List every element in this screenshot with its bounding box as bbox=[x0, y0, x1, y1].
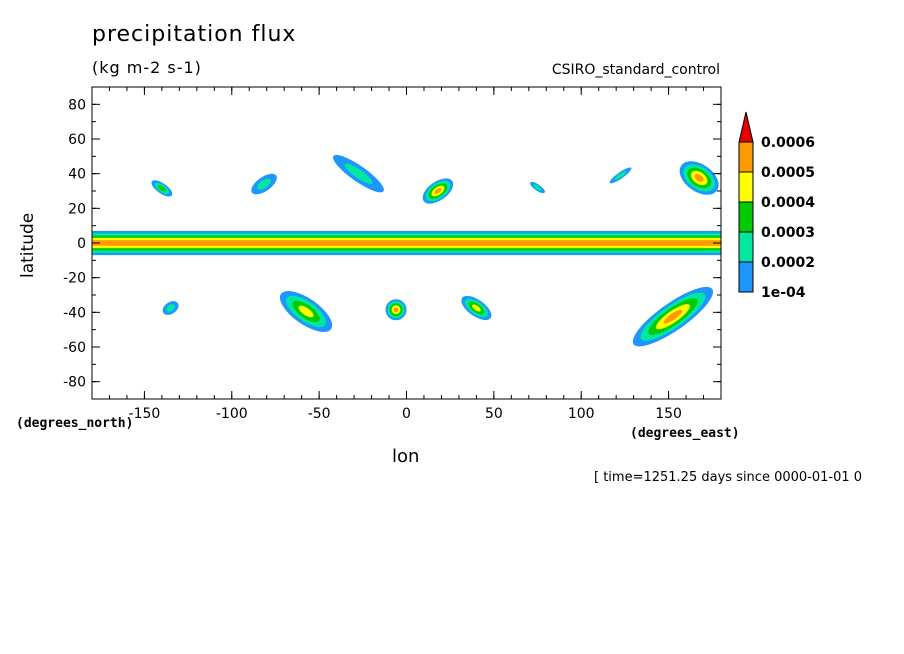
x-axis-label: lon bbox=[392, 446, 420, 467]
x-tick-label: 0 bbox=[402, 406, 411, 422]
colorbar-extend-arrow bbox=[738, 111, 754, 143]
y-tick-label: -60 bbox=[63, 340, 86, 356]
contour-region bbox=[614, 170, 627, 180]
y-tick-label: -20 bbox=[63, 271, 86, 287]
chart-units: (kg m-2 s-1) bbox=[92, 58, 202, 77]
contour-region bbox=[393, 307, 399, 313]
colorbar-label: 1e-04 bbox=[761, 285, 806, 301]
y-tick-label: 0 bbox=[77, 236, 86, 252]
contour-region bbox=[434, 188, 442, 194]
contour-region bbox=[298, 305, 314, 318]
y-tick-label: 80 bbox=[68, 97, 86, 113]
y-tick-label: 20 bbox=[68, 201, 86, 217]
contour-region bbox=[533, 184, 542, 191]
contour-region bbox=[472, 304, 481, 312]
colorbar-segment bbox=[738, 261, 754, 293]
contour-region bbox=[166, 304, 175, 312]
chart-title: precipitation flux bbox=[92, 22, 297, 47]
y-tick-label: 60 bbox=[68, 132, 86, 148]
y-tick-label: -80 bbox=[63, 375, 86, 391]
x-tick-label: 150 bbox=[655, 406, 682, 422]
contour-region bbox=[694, 174, 704, 182]
colorbar-label: 0.0006 bbox=[761, 135, 815, 151]
contour-region bbox=[92, 240, 721, 246]
contour-region bbox=[157, 185, 166, 192]
contour-region bbox=[344, 163, 373, 184]
x-axis-units: (degrees_east) bbox=[630, 426, 740, 441]
colorbar-label: 0.0005 bbox=[761, 165, 815, 181]
time-annotation: [ time=1251.25 days since 0000-01-01 0 bbox=[594, 470, 863, 485]
dataset-label: CSIRO_standard_control bbox=[551, 62, 720, 78]
x-tick-label: -50 bbox=[308, 406, 331, 422]
colorbar-segment bbox=[738, 201, 754, 233]
colorbar-label: 0.0003 bbox=[761, 225, 815, 241]
colorbar-segment bbox=[738, 231, 754, 263]
x-tick-label: 50 bbox=[485, 406, 503, 422]
contour-region bbox=[257, 178, 272, 190]
y-axis-units: (degrees_north) bbox=[16, 416, 134, 431]
x-tick-label: -150 bbox=[129, 406, 161, 422]
colorbar-segment bbox=[738, 171, 754, 203]
colorbar-label: 0.0004 bbox=[761, 195, 815, 211]
colorbar-label: 0.0002 bbox=[761, 255, 815, 271]
y-tick-label: -40 bbox=[63, 305, 86, 321]
y-tick-label: 40 bbox=[68, 167, 86, 183]
x-tick-label: -100 bbox=[216, 406, 248, 422]
contour-region bbox=[663, 309, 683, 324]
x-tick-label: 100 bbox=[568, 406, 595, 422]
colorbar-segment bbox=[738, 141, 754, 173]
